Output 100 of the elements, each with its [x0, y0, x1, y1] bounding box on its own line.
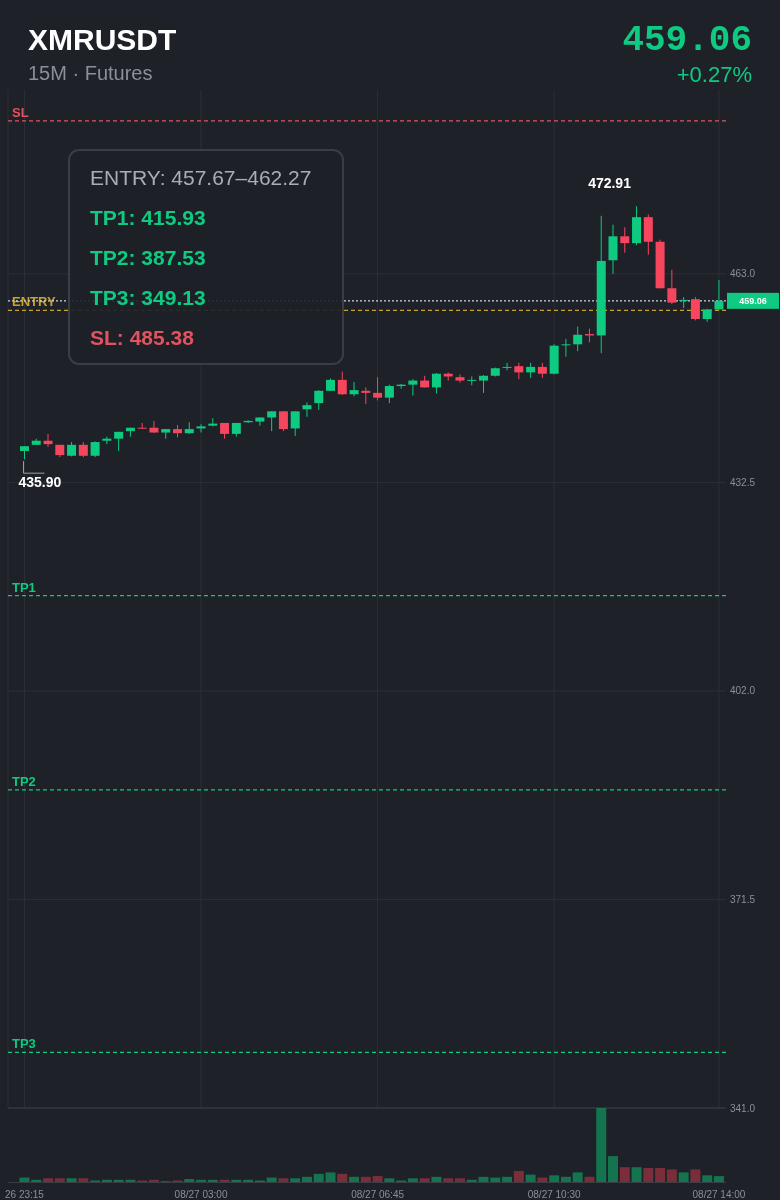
bar [290, 1178, 301, 1182]
bar [360, 1176, 371, 1182]
candlestick [337, 371, 347, 396]
ref-line-label: 459.06 [739, 296, 767, 307]
candlestick [384, 384, 394, 404]
bar [549, 1175, 560, 1182]
bar [619, 1167, 630, 1182]
bar [502, 1176, 513, 1182]
bar [372, 1176, 383, 1182]
annotation: 435.90 [18, 474, 62, 491]
bar [148, 1179, 159, 1182]
annotation: TP3: 349.13 [90, 286, 206, 309]
candlestick [679, 296, 689, 309]
candlestick [361, 386, 371, 405]
bar [243, 1179, 254, 1182]
candlestick [714, 279, 724, 310]
candlestick [667, 269, 677, 305]
x-tick-label: 26 23:15 [5, 1189, 45, 1200]
candlestick [431, 372, 441, 395]
bar [713, 1176, 724, 1182]
bar [666, 1169, 677, 1182]
bar [537, 1177, 548, 1182]
ref-line-label: TP1 [12, 579, 36, 595]
candlestick [573, 326, 583, 352]
bar [419, 1178, 430, 1182]
bar [513, 1170, 524, 1182]
bar [43, 1178, 54, 1182]
bar [231, 1179, 242, 1182]
candlestick [102, 436, 112, 445]
bar [349, 1176, 360, 1182]
ref-line-label: ENTRY [12, 294, 56, 310]
chart-subtitle: 15M · Futures [28, 62, 153, 84]
bar [560, 1176, 571, 1182]
ref-line-label: SL [12, 104, 29, 120]
bar [313, 1173, 324, 1182]
bar [407, 1178, 418, 1182]
candlestick [149, 420, 159, 434]
x-tick-label: 08/27 06:45 [351, 1189, 405, 1200]
text: +0.27% [676, 62, 752, 87]
y-tick-label: 371.5 [730, 893, 756, 905]
ref-line-label: TP2 [12, 773, 36, 789]
bar [596, 1108, 607, 1182]
bar [431, 1176, 442, 1182]
bar [443, 1178, 454, 1182]
bar [608, 1156, 618, 1182]
bar [454, 1178, 465, 1182]
candlestick [137, 422, 147, 429]
annotation: SL: 485.38 [90, 326, 195, 349]
y-tick-label: 432.5 [730, 476, 756, 488]
bar [337, 1173, 348, 1182]
candlestick [620, 226, 630, 254]
candlestick [349, 381, 359, 397]
chart-title: XMRUSDT [28, 23, 177, 56]
bar [702, 1175, 713, 1182]
candlestick [455, 373, 465, 384]
x-tick-label: 08/27 03:00 [174, 1189, 228, 1200]
bar [325, 1172, 336, 1182]
bar [584, 1176, 595, 1182]
candlestick [408, 378, 418, 397]
y-tick-label: 402.0 [730, 685, 756, 697]
candlestick [561, 338, 571, 358]
annotation: TP2: 387.53 [90, 246, 206, 269]
bar [78, 1178, 89, 1182]
annotation: ENTRY: 457.67–462.27 [90, 166, 312, 189]
bar [525, 1174, 536, 1182]
x-tick-label: 08/27 14:00 [692, 1189, 746, 1200]
bar [678, 1172, 689, 1182]
bar [384, 1178, 395, 1182]
bar [643, 1167, 654, 1182]
candlestick [267, 410, 277, 432]
annotation: 472.91 [588, 175, 632, 192]
candlestick [373, 376, 383, 401]
bar [219, 1179, 230, 1182]
bar [690, 1169, 701, 1182]
candlestick [502, 362, 512, 371]
candlestick [608, 224, 618, 275]
candlestick [278, 410, 288, 432]
y-tick-label: 341.0 [730, 1102, 756, 1114]
bar [266, 1177, 277, 1182]
bar [54, 1178, 65, 1182]
candlestick [302, 401, 312, 418]
candlestick [690, 296, 700, 321]
ref-line-label: TP3 [12, 1036, 36, 1052]
bar [19, 1177, 30, 1182]
bar [631, 1167, 642, 1182]
bar [655, 1167, 666, 1182]
bar [31, 1179, 42, 1182]
y-tick-label: 463.0 [730, 268, 756, 280]
bar [101, 1179, 112, 1182]
bar [278, 1178, 289, 1182]
bar [466, 1179, 477, 1182]
bar [207, 1179, 218, 1182]
text: 459.06 [622, 20, 752, 61]
bar [184, 1179, 195, 1182]
bar [196, 1179, 207, 1182]
candlestick [314, 389, 324, 411]
bar [301, 1176, 312, 1182]
x-tick-label: 08/27 10:30 [527, 1189, 581, 1200]
candlestick [196, 423, 206, 434]
candlestick [255, 416, 265, 427]
